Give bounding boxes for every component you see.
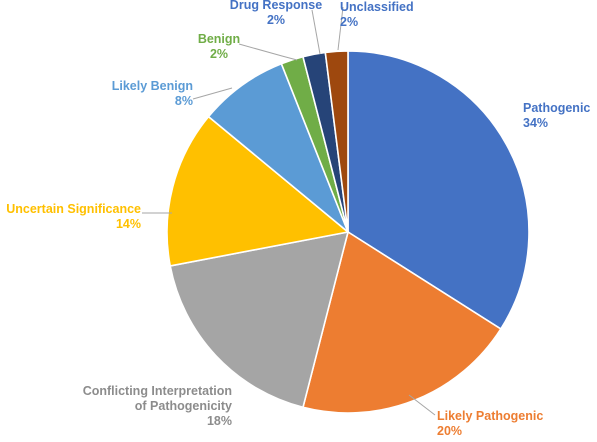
pie-slices bbox=[166, 50, 530, 414]
label-name-likely-benign: Likely Benign bbox=[112, 79, 193, 93]
label-percent-benign: 2% bbox=[210, 47, 228, 61]
label-conflicting-interpretation-of-pathogenicity: Conflicting Interpretation of Pathogenici… bbox=[83, 384, 232, 428]
label-likely-pathogenic: Likely Pathogenic 20% bbox=[437, 409, 543, 438]
label-uncertain-significance: Uncertain Significance 14% bbox=[6, 202, 141, 231]
label-name-uncertain-significance: Uncertain Significance bbox=[6, 202, 141, 216]
label-percent-pathogenic: 34% bbox=[523, 116, 548, 130]
slice-labels: Pathogenic 34% Likely Pathogenic 20% Conflic… bbox=[6, 0, 590, 438]
label-pathogenic: Pathogenic 34% bbox=[523, 101, 590, 130]
slice-pathogenic bbox=[347, 50, 530, 331]
label-name-pathogenic: Pathogenic bbox=[523, 101, 590, 115]
label-name-drug-response: Drug Response bbox=[230, 0, 322, 12]
label-name-conflicting-interpretation-of-pathogenicity: of Pathogenicity bbox=[135, 399, 232, 413]
label-name-unclassified: Unclassified bbox=[340, 0, 414, 14]
leader-line-unclassified bbox=[337, 6, 344, 51]
label-name-conflicting-interpretation-of-pathogenicity: Conflicting Interpretation bbox=[83, 384, 232, 398]
label-percent-unclassified: 2% bbox=[340, 15, 358, 29]
label-percent-conflicting-interpretation-of-pathogenicity: 18% bbox=[207, 414, 232, 428]
slice-likely-pathogenic bbox=[302, 230, 502, 414]
leader-lines bbox=[142, 6, 436, 416]
label-name-likely-pathogenic: Likely Pathogenic bbox=[437, 409, 543, 423]
label-likely-benign: Likely Benign 8% bbox=[112, 79, 193, 108]
slice-likely-benign bbox=[207, 62, 349, 233]
label-name-benign: Benign bbox=[198, 32, 240, 46]
label-percent-uncertain-significance: 14% bbox=[116, 217, 141, 231]
label-drug-response: Drug Response 2% bbox=[230, 0, 322, 27]
slice-conflicting-interpretation-of-pathogenicity bbox=[169, 230, 350, 409]
leader-line-drug-response bbox=[311, 9, 321, 55]
label-percent-drug-response: 2% bbox=[267, 13, 285, 27]
label-benign: Benign 2% bbox=[198, 32, 240, 61]
leader-line-likely-benign bbox=[192, 87, 233, 100]
slice-uncertain-significance bbox=[166, 115, 350, 267]
slice-unclassified bbox=[324, 50, 349, 233]
label-percent-likely-benign: 8% bbox=[175, 94, 193, 108]
label-unclassified: Unclassified 2% bbox=[340, 0, 414, 29]
leader-line-benign bbox=[238, 43, 298, 61]
label-percent-likely-pathogenic: 20% bbox=[437, 424, 462, 438]
leader-line-likely-pathogenic bbox=[408, 394, 436, 416]
